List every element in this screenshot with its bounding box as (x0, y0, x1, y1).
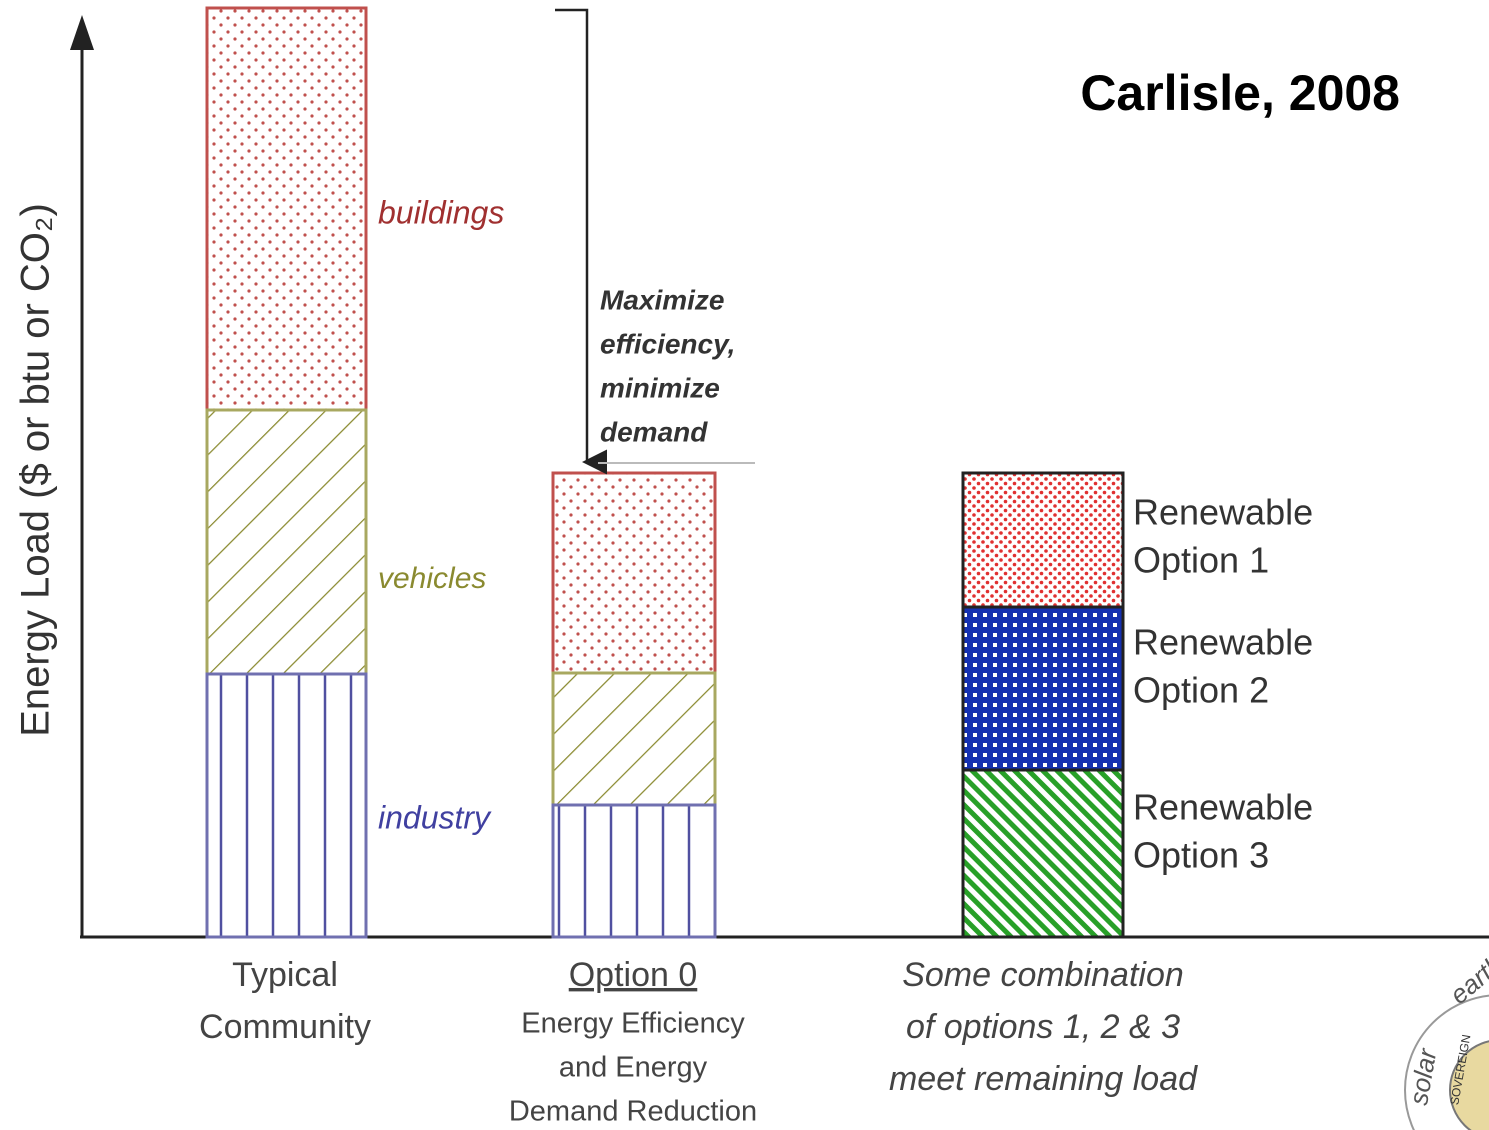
label: Energy Efficiency (521, 1008, 745, 1040)
label: Typical (232, 956, 338, 994)
renewable-labels: Renewable Option 1 Renewable Option 2 Renewa… (1133, 492, 1313, 876)
label: Renewable (1133, 492, 1313, 533)
label: Demand Reduction (509, 1096, 757, 1128)
logo-text: earth (1444, 949, 1489, 1010)
segment-label: buildings (378, 194, 504, 230)
segment-label: vehicles (378, 562, 486, 595)
annotation: Maximize efficiency, minimize demand (600, 284, 735, 447)
bar-renewables (961, 471, 1125, 939)
label: Maximize (600, 284, 725, 315)
label: efficiency, (600, 328, 735, 359)
column-labels: Typical Community Option 0 Energy Efficienc… (199, 956, 1198, 1128)
label: demand (600, 416, 708, 447)
label: minimize (600, 372, 720, 403)
reduction-arrow (555, 8, 607, 475)
segment-label: industry (378, 799, 492, 835)
label: Option 3 (1133, 835, 1269, 876)
title: Carlisle, 2008 (1080, 65, 1400, 121)
bar-option0 (551, 471, 717, 939)
label: Option 1 (1133, 540, 1269, 581)
bar-typical (205, 6, 368, 939)
logo: earth solar SOVEREIGN (1403, 949, 1489, 1130)
label: and Energy (559, 1052, 708, 1084)
label: Some combination (902, 956, 1184, 994)
label: Option 0 (569, 956, 698, 994)
label: Community (199, 1008, 371, 1046)
label: Renewable (1133, 622, 1313, 663)
label: of options 1, 2 & 3 (906, 1008, 1180, 1046)
label: Renewable (1133, 787, 1313, 828)
label: meet remaining load (889, 1060, 1198, 1098)
y-axis-label: Energy Load ($ or btu or CO₂) (14, 203, 58, 737)
logo-text: solar (1403, 1045, 1443, 1107)
label: Option 2 (1133, 670, 1269, 711)
